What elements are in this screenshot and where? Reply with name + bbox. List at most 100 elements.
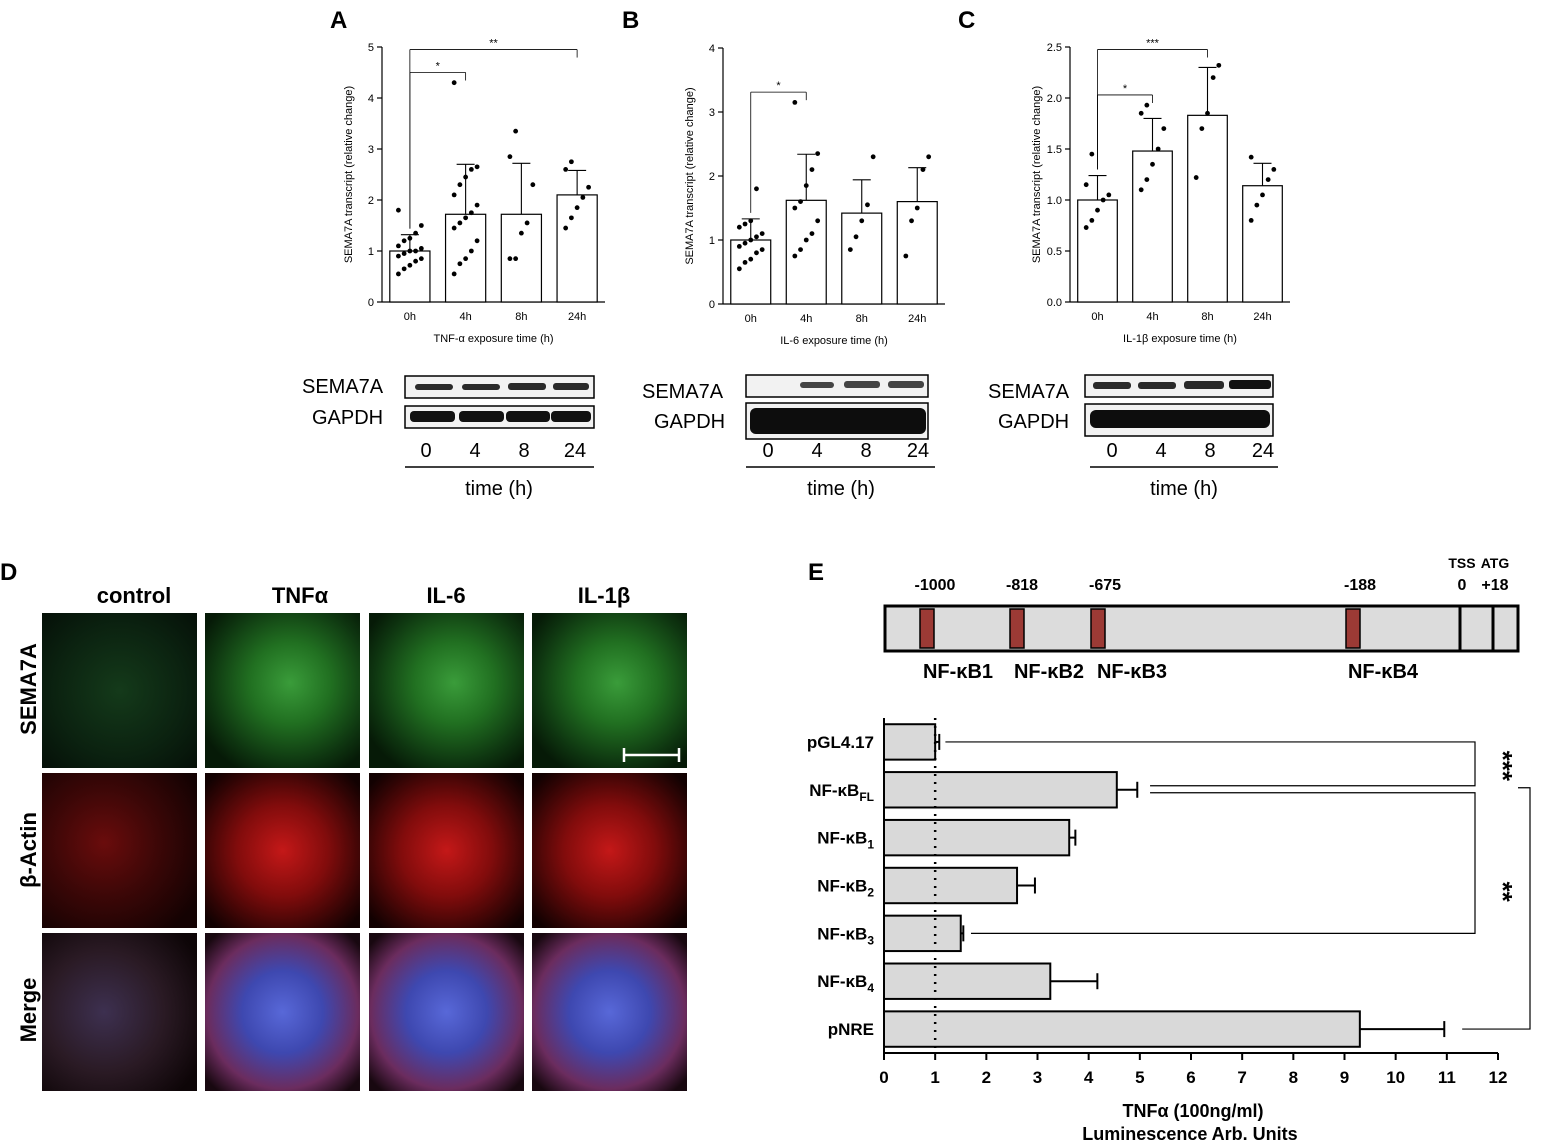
data-point xyxy=(792,205,798,211)
bar-24h xyxy=(556,194,598,303)
sig-stars: * xyxy=(436,61,441,73)
data-point xyxy=(1271,167,1277,172)
sig-bracket xyxy=(970,792,1476,934)
sig-stars: * xyxy=(776,80,781,92)
data-point xyxy=(580,195,586,200)
site-label-nfkb4: NF-κB4 xyxy=(1348,661,1419,683)
panel-letter-a: A xyxy=(330,7,347,34)
blot-c-sema7a xyxy=(1084,374,1274,398)
data-point xyxy=(815,218,821,224)
data-point xyxy=(474,238,480,244)
sig-stars: ** xyxy=(489,38,498,50)
data-point xyxy=(736,244,742,249)
data-point xyxy=(401,238,407,244)
blot-a-row2-label: GAPDH xyxy=(312,407,383,429)
x-axis-label-2: Luminescence Arb. Units xyxy=(1082,1124,1297,1143)
x-axis-label: TNF-α exposure time (h) xyxy=(433,333,553,345)
x-tick-label: 0h xyxy=(404,311,416,323)
data-point xyxy=(1216,62,1222,68)
x-tick-label: 4h xyxy=(460,311,472,323)
data-point xyxy=(451,271,457,277)
data-point xyxy=(815,151,821,157)
data-point xyxy=(418,256,424,262)
y-tick-label: 2.0 xyxy=(1047,93,1062,105)
data-point xyxy=(742,240,748,246)
bar-24h xyxy=(896,201,938,305)
y-tick-label: 2 xyxy=(709,171,715,183)
y-tick-label: 2.5 xyxy=(1047,42,1062,54)
data-point xyxy=(748,256,754,262)
data-point xyxy=(413,258,419,264)
panel-d-row-sema7a: SEMA7A xyxy=(16,643,41,735)
data-point xyxy=(754,186,759,192)
sig-stars: *** xyxy=(1488,751,1518,782)
data-point xyxy=(418,223,424,228)
data-point xyxy=(396,243,401,249)
blot-c-gapdh xyxy=(1084,403,1274,437)
data-point xyxy=(1161,126,1167,131)
data-point xyxy=(1144,102,1150,108)
data-point xyxy=(742,260,748,265)
data-point xyxy=(748,218,754,224)
data-point xyxy=(563,167,569,172)
panel-d-col-il1b: IL-1β xyxy=(578,583,631,608)
sig-stars: * xyxy=(1123,83,1128,95)
data-point xyxy=(1089,151,1095,157)
site-label-nfkb3: NF-κB3 xyxy=(1097,661,1167,683)
row-label: NF-κB1 xyxy=(817,829,874,852)
data-point xyxy=(457,220,463,226)
data-point xyxy=(563,225,569,231)
y-tick-label: 4 xyxy=(368,93,374,105)
micrograph-merge-il6 xyxy=(369,933,524,1091)
blot-b-row2-label: GAPDH xyxy=(654,411,725,433)
data-point xyxy=(396,207,401,213)
site-nfkb3 xyxy=(1090,608,1106,649)
bar-0h xyxy=(1077,199,1118,303)
x-tick-label: 8h xyxy=(856,313,868,325)
data-point xyxy=(407,235,413,241)
data-point xyxy=(792,100,798,105)
data-point xyxy=(1205,110,1210,116)
data-point xyxy=(1106,192,1112,198)
y-tick-label: 0.5 xyxy=(1047,246,1062,258)
bar-8h xyxy=(500,213,543,303)
blot-b-gapdh xyxy=(745,402,929,440)
row-label: pNRE xyxy=(828,1020,874,1039)
bar-row xyxy=(883,866,1019,905)
data-point xyxy=(1199,126,1205,131)
data-point xyxy=(524,220,530,226)
data-point xyxy=(1254,202,1260,208)
data-point xyxy=(1089,218,1095,223)
x-tick-label: 24h xyxy=(908,313,926,325)
blot-a-xlabel: time (h) xyxy=(465,478,533,500)
bar-4h xyxy=(785,199,827,305)
data-point xyxy=(903,253,909,259)
micrograph-merge-control xyxy=(42,933,197,1091)
sig-bracket xyxy=(945,741,1476,787)
y-tick-label: 3 xyxy=(709,107,715,119)
panel-d-row-merge: Merge xyxy=(16,978,41,1043)
data-point xyxy=(463,215,469,221)
data-point xyxy=(870,154,876,160)
y-axis-label: SEMA7A transcript (relative change) xyxy=(343,86,355,263)
bar-24h xyxy=(1242,185,1283,303)
blot-a-lane-0: 0 xyxy=(420,440,431,462)
data-point xyxy=(1248,218,1254,223)
data-point xyxy=(1144,177,1150,183)
data-point xyxy=(920,167,926,173)
data-point xyxy=(468,167,474,172)
bar-8h xyxy=(1187,114,1228,303)
row-label: pGL4.17 xyxy=(807,733,874,752)
y-tick-label: 2 xyxy=(368,195,374,207)
data-point xyxy=(798,247,803,253)
data-point xyxy=(798,199,803,205)
y-tick-label: 3 xyxy=(368,144,374,156)
data-point xyxy=(451,80,457,86)
blot-c-row2-label: GAPDH xyxy=(998,411,1069,433)
data-point xyxy=(507,154,513,160)
pos-188: -188 xyxy=(1344,577,1376,594)
panel-d-row-bactin: β-Actin xyxy=(16,812,41,888)
bar-row xyxy=(883,723,937,761)
panel-letter-b: B xyxy=(622,7,639,34)
